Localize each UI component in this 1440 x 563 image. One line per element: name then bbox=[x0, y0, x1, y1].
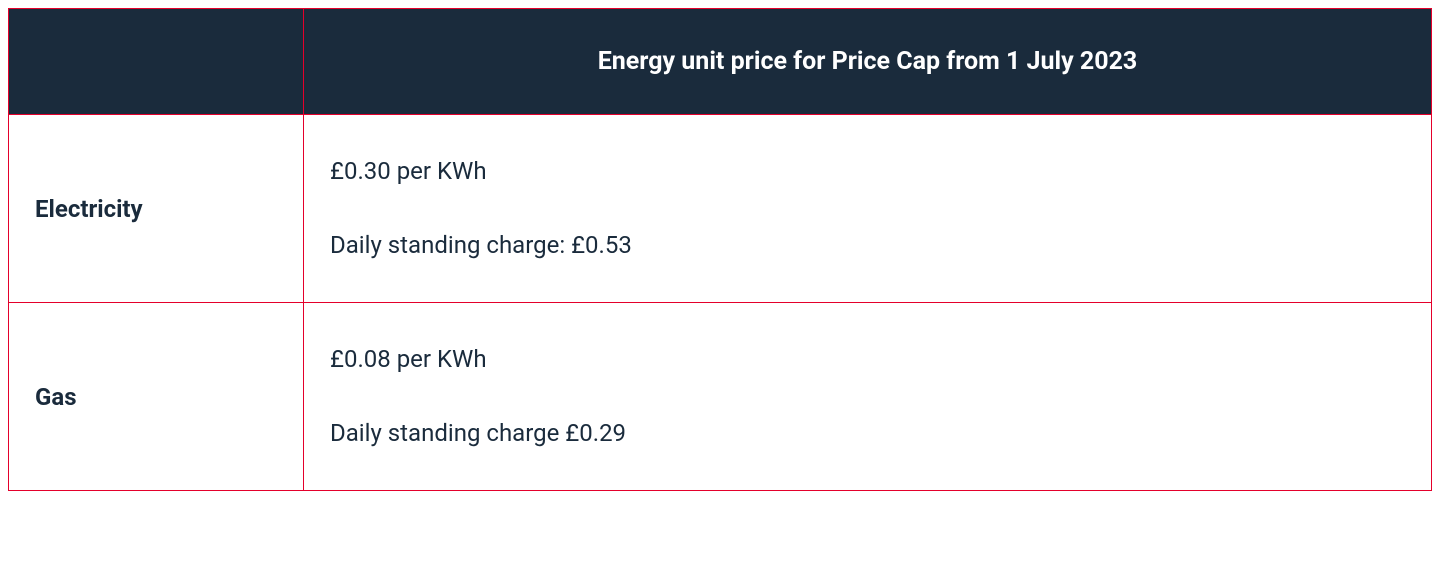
header-title-cell: Energy unit price for Price Cap from 1 J… bbox=[304, 9, 1432, 115]
header-title: Energy unit price for Price Cap from 1 J… bbox=[598, 47, 1138, 76]
row-label-electricity: Electricity bbox=[9, 115, 304, 303]
table-row: Electricity £0.30 per KWh Daily standing… bbox=[9, 115, 1432, 303]
energy-price-table: Energy unit price for Price Cap from 1 J… bbox=[8, 8, 1432, 491]
electricity-unit-price: £0.30 per KWh bbox=[330, 155, 1405, 189]
row-content-electricity: £0.30 per KWh Daily standing charge: £0.… bbox=[304, 115, 1432, 303]
table-row: Gas £0.08 per KWh Daily standing charge … bbox=[9, 303, 1432, 491]
row-content-gas: £0.08 per KWh Daily standing charge £0.2… bbox=[304, 303, 1432, 491]
gas-label: Gas bbox=[35, 383, 77, 411]
table-header-row: Energy unit price for Price Cap from 1 J… bbox=[9, 9, 1432, 115]
electricity-label: Electricity bbox=[35, 195, 143, 223]
electricity-standing-charge: Daily standing charge: £0.53 bbox=[330, 229, 1405, 263]
header-empty-cell bbox=[9, 9, 304, 115]
gas-standing-charge: Daily standing charge £0.29 bbox=[330, 417, 1405, 451]
gas-unit-price: £0.08 per KWh bbox=[330, 343, 1405, 377]
row-label-gas: Gas bbox=[9, 303, 304, 491]
